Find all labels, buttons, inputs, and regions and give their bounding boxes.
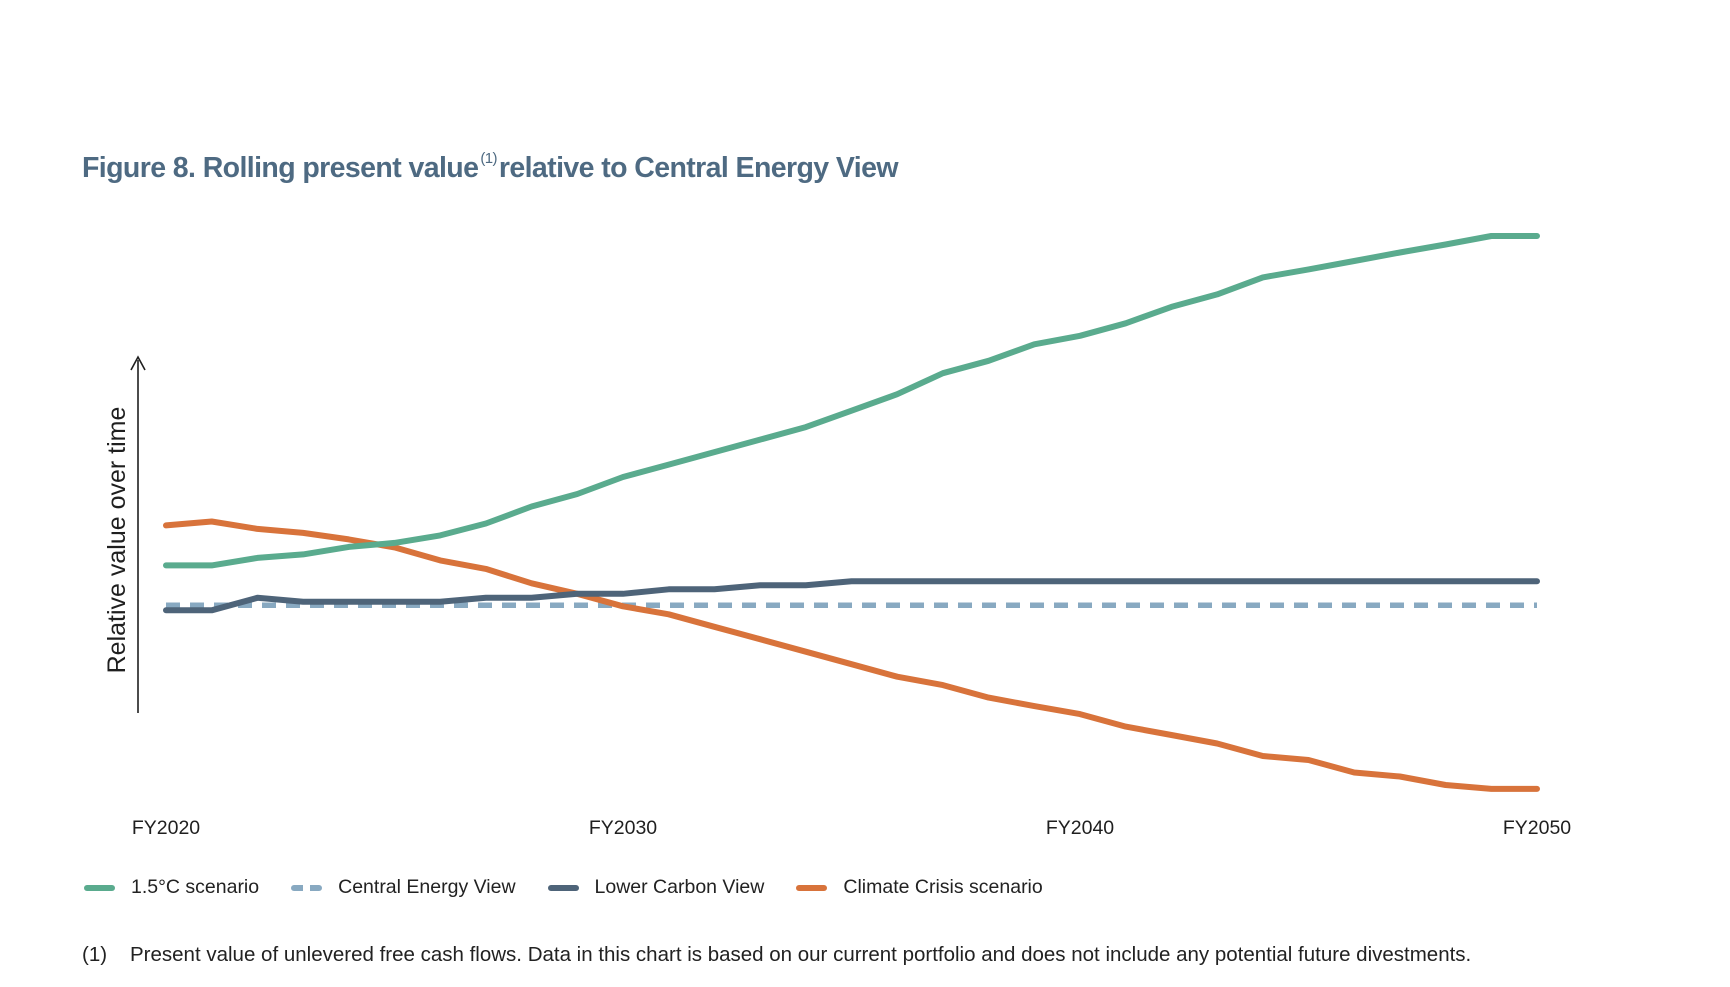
legend-item-1-5c: 1.5°C scenario	[84, 876, 259, 899]
footnote-number: (1)	[82, 943, 108, 966]
legend-item-central-energy-view: Central Energy View	[291, 876, 516, 899]
figure-title-footnote-ref: (1)	[480, 150, 497, 167]
legend-swatch-lower-carbon-view	[547, 884, 579, 891]
legend-swatch-1-5c	[84, 884, 115, 891]
x-tick-label-fy2020: FY2020	[132, 817, 200, 839]
series-line-lower-carbon-view	[163, 578, 1540, 614]
legend-label-central-energy-view: Central Energy View	[338, 876, 516, 898]
figure-title-main: Figure 8. Rolling present value	[82, 152, 479, 184]
legend-swatch-central-energy-view	[291, 884, 323, 891]
legend-label-lower-carbon-view: Lower Carbon View	[594, 876, 765, 898]
legend-label-climate-crisis: Climate Crisis scenario	[843, 876, 1043, 898]
series-line-1-5-c-scenario	[163, 233, 1540, 569]
footnote-text: Present value of unlevered free cash flo…	[130, 943, 1472, 966]
legend-item-lower-carbon-view: Lower Carbon View	[547, 876, 765, 899]
x-tick-label-fy2050: FY2050	[1503, 817, 1571, 839]
legend-label-1-5c: 1.5°C scenario	[131, 876, 260, 898]
y-axis-arrowhead	[130, 355, 146, 371]
chart-legend: 1.5°C scenario Central Energy View Lower…	[84, 876, 1075, 899]
legend-item-climate-crisis: Climate Crisis scenario	[796, 876, 1043, 899]
figure-title: Figure 8. Rolling present value (1)relati…	[82, 150, 899, 185]
line-chart: Relative value over time FY2020 FY2030 FY20…	[103, 233, 1571, 839]
footnote: (1) Present value of unlevered free cash…	[82, 943, 1471, 967]
x-tick-label-fy2030: FY2030	[589, 817, 657, 839]
y-axis-label: Relative value over time	[103, 407, 131, 674]
legend-swatch-climate-crisis	[796, 884, 828, 891]
figure-title-rest: relative to Central Energy View	[498, 152, 899, 184]
x-tick-label-fy2040: FY2040	[1046, 817, 1114, 839]
series-line-climate-crisis-scenario	[163, 518, 1540, 792]
